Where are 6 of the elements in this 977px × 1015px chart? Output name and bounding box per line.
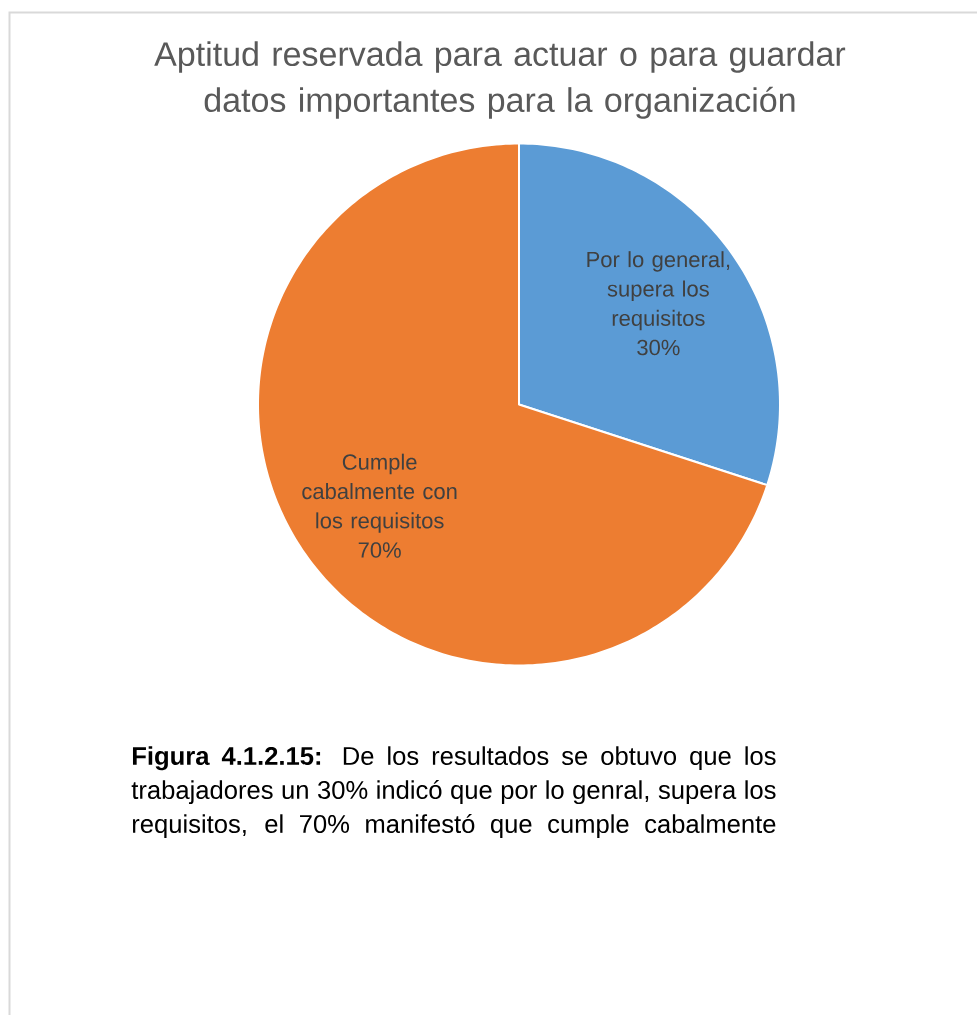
chart-title: Aptitud reservada para actuar o para guardar datos importantes para la organización bbox=[154, 41, 846, 119]
slice-label: Cumple cabalmente con los requisitos bbox=[302, 453, 457, 533]
data-label: 30% bbox=[637, 339, 680, 356]
slice-label: Por lo general, supera los requisitos bbox=[587, 251, 730, 331]
data-label: 70% bbox=[358, 542, 401, 558]
text: Figura 4.1.2.15: De los resultados se obtuvo que los trabajadores un 30% indicó que por lo genral, supera los requisitos, el 70% manifestó que cumple cabalmente bbox=[131, 746, 776, 839]
